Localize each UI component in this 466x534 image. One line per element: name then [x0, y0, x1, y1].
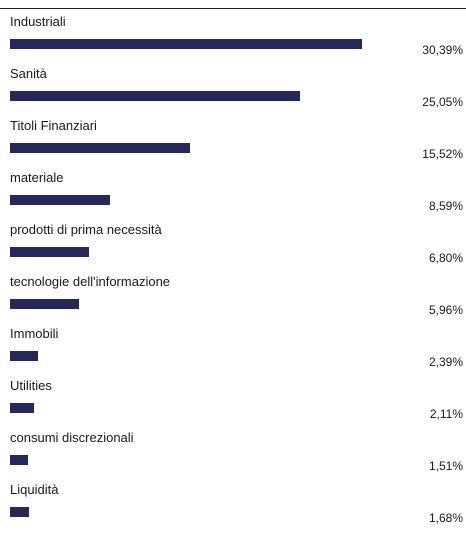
sector-row: Utilities 2,11%: [0, 378, 466, 430]
bar-track: [10, 91, 410, 101]
sector-label: Liquidità: [10, 482, 59, 497]
sector-bar: [10, 455, 28, 465]
bar-track: [10, 195, 410, 205]
sector-label: Immobili: [10, 326, 59, 341]
sector-label: tecnologie dell'informazione: [10, 274, 171, 289]
sector-bar: [10, 299, 79, 309]
sector-value-label: 1,51%: [428, 459, 463, 473]
sector-row: materiale 8,59%: [0, 170, 466, 222]
sector-label: consumi discrezionali: [10, 430, 134, 445]
bar-track: [10, 39, 410, 49]
sector-bar: [10, 143, 190, 153]
sector-value-label: 1,68%: [428, 511, 463, 525]
sector-bar: [10, 351, 38, 361]
sector-bar: [10, 403, 34, 413]
sector-bar: [10, 91, 300, 101]
sector-label: Utilities: [10, 378, 52, 393]
sector-value-label: 5,96%: [428, 303, 463, 317]
sector-row: Industriali 30,39%: [0, 14, 466, 66]
bar-track: [10, 455, 410, 465]
sector-label: Titoli Finanziari: [10, 118, 97, 133]
sector-value-label: 2,39%: [428, 355, 463, 369]
bar-track: [10, 143, 410, 153]
bar-track: [10, 507, 410, 517]
sector-value-label: 15,52%: [422, 147, 463, 161]
sector-row: consumi discrezionali 1,51%: [0, 430, 466, 482]
sector-row: Liquidità 1,68%: [0, 482, 466, 534]
bar-track: [10, 247, 410, 257]
top-rule: [0, 8, 466, 9]
sector-value-label: 25,05%: [422, 95, 463, 109]
sector-label: materiale: [10, 170, 64, 185]
sector-row: Titoli Finanziari 15,52%: [0, 118, 466, 170]
sector-bar: [10, 507, 29, 517]
sector-value-label: 2,11%: [429, 407, 463, 421]
bar-track: [10, 351, 410, 361]
sector-label: prodotti di prima necessità: [10, 222, 162, 237]
sector-allocation-chart: Industriali 30,39% Sanità 25,05% Titoli Fina…: [0, 14, 466, 525]
sector-row: Sanità 25,05%: [0, 66, 466, 118]
sector-value-label: 30,39%: [422, 43, 463, 57]
sector-bar: [10, 39, 362, 49]
sector-value-label: 6,80%: [428, 251, 463, 265]
sector-value-label: 8,59%: [428, 199, 463, 213]
sector-row: prodotti di prima necessità 6,80%: [0, 222, 466, 274]
sector-row: tecnologie dell'informazione 5,96%: [0, 274, 466, 326]
sector-row: Immobili 2,39%: [0, 326, 466, 378]
bar-track: [10, 403, 410, 413]
sector-bar: [10, 195, 110, 205]
bar-track: [10, 299, 410, 309]
sector-label: Industriali: [10, 14, 66, 29]
sector-label: Sanità: [10, 66, 47, 81]
sector-bar: [10, 247, 89, 257]
